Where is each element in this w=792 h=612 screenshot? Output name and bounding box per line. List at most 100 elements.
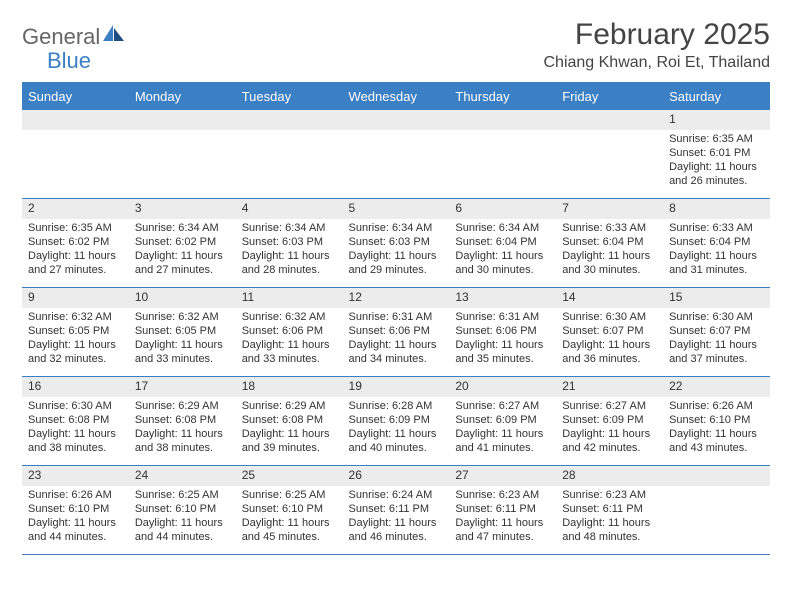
sunset-text: Sunset: 6:01 PM <box>669 146 764 160</box>
daylight-text: Daylight: 11 hours and 28 minutes. <box>242 249 337 278</box>
day-number <box>22 110 129 130</box>
day-number <box>663 466 770 486</box>
sunset-text: Sunset: 6:08 PM <box>28 413 123 427</box>
day-number: 26 <box>343 466 450 486</box>
day-body <box>556 130 663 190</box>
sunrise-text: Sunrise: 6:34 AM <box>242 221 337 235</box>
day-body: Sunrise: 6:32 AMSunset: 6:06 PMDaylight:… <box>236 308 343 373</box>
day-cell: 18Sunrise: 6:29 AMSunset: 6:08 PMDayligh… <box>236 377 343 465</box>
week-row: 1Sunrise: 6:35 AMSunset: 6:01 PMDaylight… <box>22 110 770 199</box>
day-number: 25 <box>236 466 343 486</box>
day-number: 12 <box>343 288 450 308</box>
day-cell: 13Sunrise: 6:31 AMSunset: 6:06 PMDayligh… <box>449 288 556 376</box>
day-body <box>449 130 556 190</box>
sunset-text: Sunset: 6:10 PM <box>28 502 123 516</box>
sunset-text: Sunset: 6:11 PM <box>455 502 550 516</box>
daylight-text: Daylight: 11 hours and 39 minutes. <box>242 427 337 456</box>
dow-header: Wednesday <box>343 83 450 110</box>
day-body: Sunrise: 6:31 AMSunset: 6:06 PMDaylight:… <box>343 308 450 373</box>
calendar-page: General Blue February 2025 Chiang Khwan,… <box>0 0 792 555</box>
sunrise-text: Sunrise: 6:27 AM <box>562 399 657 413</box>
day-number <box>129 110 236 130</box>
day-body: Sunrise: 6:26 AMSunset: 6:10 PMDaylight:… <box>22 486 129 551</box>
sunrise-text: Sunrise: 6:31 AM <box>455 310 550 324</box>
sunset-text: Sunset: 6:07 PM <box>669 324 764 338</box>
daylight-text: Daylight: 11 hours and 41 minutes. <box>455 427 550 456</box>
daylight-text: Daylight: 11 hours and 32 minutes. <box>28 338 123 367</box>
day-body: Sunrise: 6:29 AMSunset: 6:08 PMDaylight:… <box>236 397 343 462</box>
dow-header: Saturday <box>663 83 770 110</box>
day-body: Sunrise: 6:34 AMSunset: 6:03 PMDaylight:… <box>236 219 343 284</box>
day-body: Sunrise: 6:27 AMSunset: 6:09 PMDaylight:… <box>449 397 556 462</box>
sunset-text: Sunset: 6:10 PM <box>135 502 230 516</box>
sunrise-text: Sunrise: 6:34 AM <box>455 221 550 235</box>
sunset-text: Sunset: 6:08 PM <box>242 413 337 427</box>
brand-part2: Blue <box>47 48 91 74</box>
day-number: 11 <box>236 288 343 308</box>
day-number: 13 <box>449 288 556 308</box>
sunrise-text: Sunrise: 6:33 AM <box>669 221 764 235</box>
dow-header: Monday <box>129 83 236 110</box>
day-body <box>343 130 450 190</box>
brand-logo: General <box>22 24 125 50</box>
day-cell: 3Sunrise: 6:34 AMSunset: 6:02 PMDaylight… <box>129 199 236 287</box>
day-cell: 9Sunrise: 6:32 AMSunset: 6:05 PMDaylight… <box>22 288 129 376</box>
day-number: 3 <box>129 199 236 219</box>
day-body: Sunrise: 6:34 AMSunset: 6:02 PMDaylight:… <box>129 219 236 284</box>
day-cell: 7Sunrise: 6:33 AMSunset: 6:04 PMDaylight… <box>556 199 663 287</box>
sunrise-text: Sunrise: 6:33 AM <box>562 221 657 235</box>
day-cell: 12Sunrise: 6:31 AMSunset: 6:06 PMDayligh… <box>343 288 450 376</box>
day-body: Sunrise: 6:30 AMSunset: 6:07 PMDaylight:… <box>663 308 770 373</box>
day-cell <box>556 110 663 198</box>
sunrise-text: Sunrise: 6:30 AM <box>28 399 123 413</box>
day-cell: 5Sunrise: 6:34 AMSunset: 6:03 PMDaylight… <box>343 199 450 287</box>
day-cell: 16Sunrise: 6:30 AMSunset: 6:08 PMDayligh… <box>22 377 129 465</box>
day-cell: 19Sunrise: 6:28 AMSunset: 6:09 PMDayligh… <box>343 377 450 465</box>
day-cell <box>663 466 770 554</box>
day-body: Sunrise: 6:23 AMSunset: 6:11 PMDaylight:… <box>449 486 556 551</box>
day-cell: 2Sunrise: 6:35 AMSunset: 6:02 PMDaylight… <box>22 199 129 287</box>
header: General Blue February 2025 Chiang Khwan,… <box>22 18 770 72</box>
dow-row: SundayMondayTuesdayWednesdayThursdayFrid… <box>22 83 770 110</box>
daylight-text: Daylight: 11 hours and 47 minutes. <box>455 516 550 545</box>
brand-part1: General <box>22 24 100 50</box>
day-cell: 11Sunrise: 6:32 AMSunset: 6:06 PMDayligh… <box>236 288 343 376</box>
sunset-text: Sunset: 6:06 PM <box>242 324 337 338</box>
day-number <box>556 110 663 130</box>
week-row: 9Sunrise: 6:32 AMSunset: 6:05 PMDaylight… <box>22 288 770 377</box>
day-cell: 27Sunrise: 6:23 AMSunset: 6:11 PMDayligh… <box>449 466 556 554</box>
day-cell <box>22 110 129 198</box>
location: Chiang Khwan, Roi Et, Thailand <box>543 54 770 72</box>
sunset-text: Sunset: 6:10 PM <box>242 502 337 516</box>
daylight-text: Daylight: 11 hours and 30 minutes. <box>455 249 550 278</box>
day-body: Sunrise: 6:27 AMSunset: 6:09 PMDaylight:… <box>556 397 663 462</box>
daylight-text: Daylight: 11 hours and 48 minutes. <box>562 516 657 545</box>
sunset-text: Sunset: 6:11 PM <box>562 502 657 516</box>
day-cell: 20Sunrise: 6:27 AMSunset: 6:09 PMDayligh… <box>449 377 556 465</box>
day-body <box>236 130 343 190</box>
sunset-text: Sunset: 6:04 PM <box>455 235 550 249</box>
sunset-text: Sunset: 6:05 PM <box>28 324 123 338</box>
day-number: 5 <box>343 199 450 219</box>
day-number: 23 <box>22 466 129 486</box>
sunrise-text: Sunrise: 6:29 AM <box>135 399 230 413</box>
daylight-text: Daylight: 11 hours and 34 minutes. <box>349 338 444 367</box>
sunset-text: Sunset: 6:06 PM <box>349 324 444 338</box>
sunrise-text: Sunrise: 6:27 AM <box>455 399 550 413</box>
day-number: 19 <box>343 377 450 397</box>
daylight-text: Daylight: 11 hours and 37 minutes. <box>669 338 764 367</box>
sunrise-text: Sunrise: 6:30 AM <box>562 310 657 324</box>
day-number <box>236 110 343 130</box>
sunrise-text: Sunrise: 6:30 AM <box>669 310 764 324</box>
day-body <box>663 486 770 546</box>
sunset-text: Sunset: 6:09 PM <box>562 413 657 427</box>
day-cell: 28Sunrise: 6:23 AMSunset: 6:11 PMDayligh… <box>556 466 663 554</box>
sunset-text: Sunset: 6:02 PM <box>28 235 123 249</box>
sunset-text: Sunset: 6:08 PM <box>135 413 230 427</box>
sunrise-text: Sunrise: 6:23 AM <box>455 488 550 502</box>
day-body: Sunrise: 6:35 AMSunset: 6:01 PMDaylight:… <box>663 130 770 195</box>
day-number: 4 <box>236 199 343 219</box>
daylight-text: Daylight: 11 hours and 33 minutes. <box>135 338 230 367</box>
week-row: 16Sunrise: 6:30 AMSunset: 6:08 PMDayligh… <box>22 377 770 466</box>
day-cell: 22Sunrise: 6:26 AMSunset: 6:10 PMDayligh… <box>663 377 770 465</box>
